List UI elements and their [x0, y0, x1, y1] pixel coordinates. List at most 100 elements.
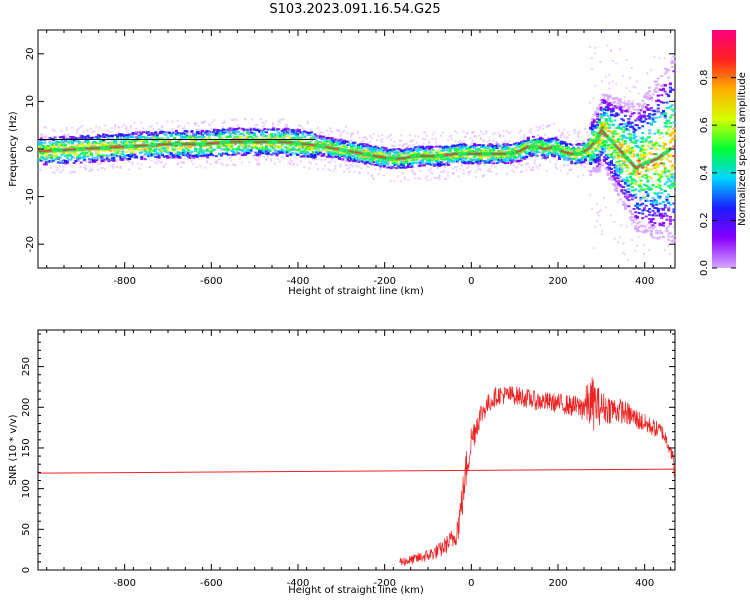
heatmap-cell: [433, 157, 437, 160]
heatmap-cell: [194, 154, 197, 157]
heatmap-cell: [265, 152, 269, 155]
heatmap-cell: [65, 153, 69, 156]
heatmap-cell: [84, 151, 88, 154]
heatmap-cell: [362, 145, 366, 148]
heatmap-cell: [481, 149, 485, 152]
heatmap-cell: [492, 158, 495, 161]
heatmap-cell: [51, 171, 54, 174]
heatmap-cell: [152, 140, 156, 143]
heatmap-cell: [382, 162, 385, 165]
heatmap-cell: [223, 129, 227, 132]
heatmap-cell: [265, 158, 268, 161]
heatmap-cell: [428, 162, 431, 165]
heatmap-cell: [564, 147, 568, 150]
heatmap-cell: [209, 146, 213, 149]
heatmap-cell: [308, 153, 311, 156]
heatmap-cell: [596, 219, 599, 222]
heatmap-cell: [55, 156, 59, 159]
heatmap-cell: [150, 159, 153, 162]
heatmap-cell: [502, 135, 505, 138]
heatmap-cell: [202, 152, 206, 155]
heatmap-cell: [363, 156, 366, 159]
heatmap-cell: [578, 131, 581, 134]
heatmap-cell: [486, 161, 490, 164]
heatmap-cell: [353, 157, 357, 160]
heatmap-cell: [585, 145, 589, 148]
heatmap-cell: [459, 139, 462, 142]
heatmap-cell: [60, 140, 63, 143]
heatmap-cell: [51, 139, 55, 142]
heatmap-cell: [261, 146, 265, 149]
heatmap-cell: [393, 160, 397, 163]
heatmap-cell: [70, 135, 74, 138]
heatmap-cell: [284, 150, 288, 153]
heatmap-cell: [168, 156, 171, 159]
heatmap-cell: [303, 128, 306, 131]
heatmap-cell: [194, 137, 197, 140]
heatmap-cell: [174, 154, 177, 157]
heatmap-cell: [454, 166, 456, 169]
heatmap-cell: [220, 162, 222, 165]
heatmap-cell: [105, 155, 109, 158]
heatmap-cell: [476, 162, 480, 165]
heatmap-cell: [592, 124, 596, 127]
heatmap-cell: [249, 126, 252, 129]
heatmap-cell: [596, 165, 600, 168]
heatmap-cell: [195, 132, 199, 135]
heatmap-cell: [152, 149, 156, 152]
heatmap-cell: [112, 153, 116, 156]
heatmap-cell: [192, 157, 195, 160]
heatmap-cell: [483, 174, 486, 177]
heatmap-cell: [230, 118, 233, 121]
heatmap-cell: [469, 170, 472, 173]
heatmap-cell: [76, 129, 79, 132]
heatmap-cell: [601, 124, 605, 127]
heatmap-cell: [459, 156, 463, 159]
heatmap-cell: [563, 164, 566, 167]
heatmap-cell: [84, 136, 88, 139]
heatmap-cell: [601, 109, 605, 112]
heatmap-cell: [178, 146, 181, 149]
heatmap-cell: [441, 158, 445, 161]
heatmap-cell: [597, 127, 601, 130]
heatmap-cell: [232, 129, 236, 132]
heatmap-cell: [272, 137, 275, 140]
heatmap-cell: [414, 173, 417, 176]
heatmap-cell: [223, 121, 226, 124]
heatmap-cell: [169, 139, 172, 142]
heatmap-cell: [268, 149, 272, 152]
heatmap-cell: [62, 135, 66, 138]
heatmap-cell: [180, 134, 184, 137]
heatmap-cell: [100, 162, 103, 165]
heatmap-cell: [362, 148, 365, 151]
heatmap-cell: [220, 148, 222, 151]
heatmap-cell: [272, 122, 274, 125]
heatmap-cell: [400, 180, 403, 183]
heatmap-cell: [239, 152, 242, 155]
heatmap-cell: [226, 128, 230, 131]
heatmap-cell: [525, 163, 528, 166]
heatmap-cell: [467, 165, 470, 168]
heatmap-cell: [122, 123, 125, 126]
heatmap-cell: [604, 105, 608, 108]
heatmap-cell: [159, 128, 162, 131]
heatmap-cell: [377, 150, 381, 153]
heatmap-cell: [296, 135, 300, 138]
heatmap-cell: [618, 144, 622, 147]
heatmap-cell: [599, 150, 603, 153]
heatmap-cell: [268, 128, 271, 131]
heatmap-cell: [41, 135, 44, 138]
heatmap-cell: [289, 149, 293, 152]
heatmap-cell: [76, 140, 79, 143]
heatmap-cell: [464, 146, 468, 149]
heatmap-cell: [552, 155, 556, 158]
heatmap-cell: [256, 153, 260, 156]
heatmap-cell: [610, 120, 613, 123]
heatmap-cell: [102, 139, 106, 142]
heatmap-cell: [551, 139, 555, 142]
heatmap-cell: [578, 162, 581, 165]
heatmap-cell: [277, 134, 281, 137]
heatmap-cell: [360, 141, 363, 144]
heatmap-cell: [597, 144, 601, 147]
heatmap-cell: [152, 146, 156, 149]
